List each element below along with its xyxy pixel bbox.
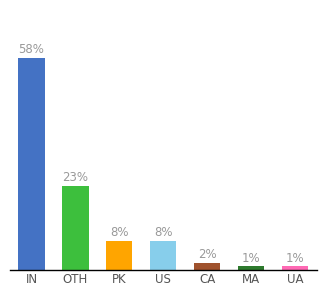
Text: 2%: 2% [198, 248, 216, 261]
Text: 23%: 23% [62, 171, 88, 184]
Bar [238, 266, 264, 270]
Bar [106, 241, 132, 270]
Text: 1%: 1% [242, 252, 260, 265]
Bar [18, 58, 45, 270]
Text: 8%: 8% [110, 226, 129, 239]
Bar [282, 266, 308, 270]
Bar [194, 263, 220, 270]
Bar [150, 241, 176, 270]
Text: 1%: 1% [285, 252, 304, 265]
Text: 58%: 58% [19, 43, 44, 56]
Bar [62, 186, 89, 270]
Text: 8%: 8% [154, 226, 172, 239]
